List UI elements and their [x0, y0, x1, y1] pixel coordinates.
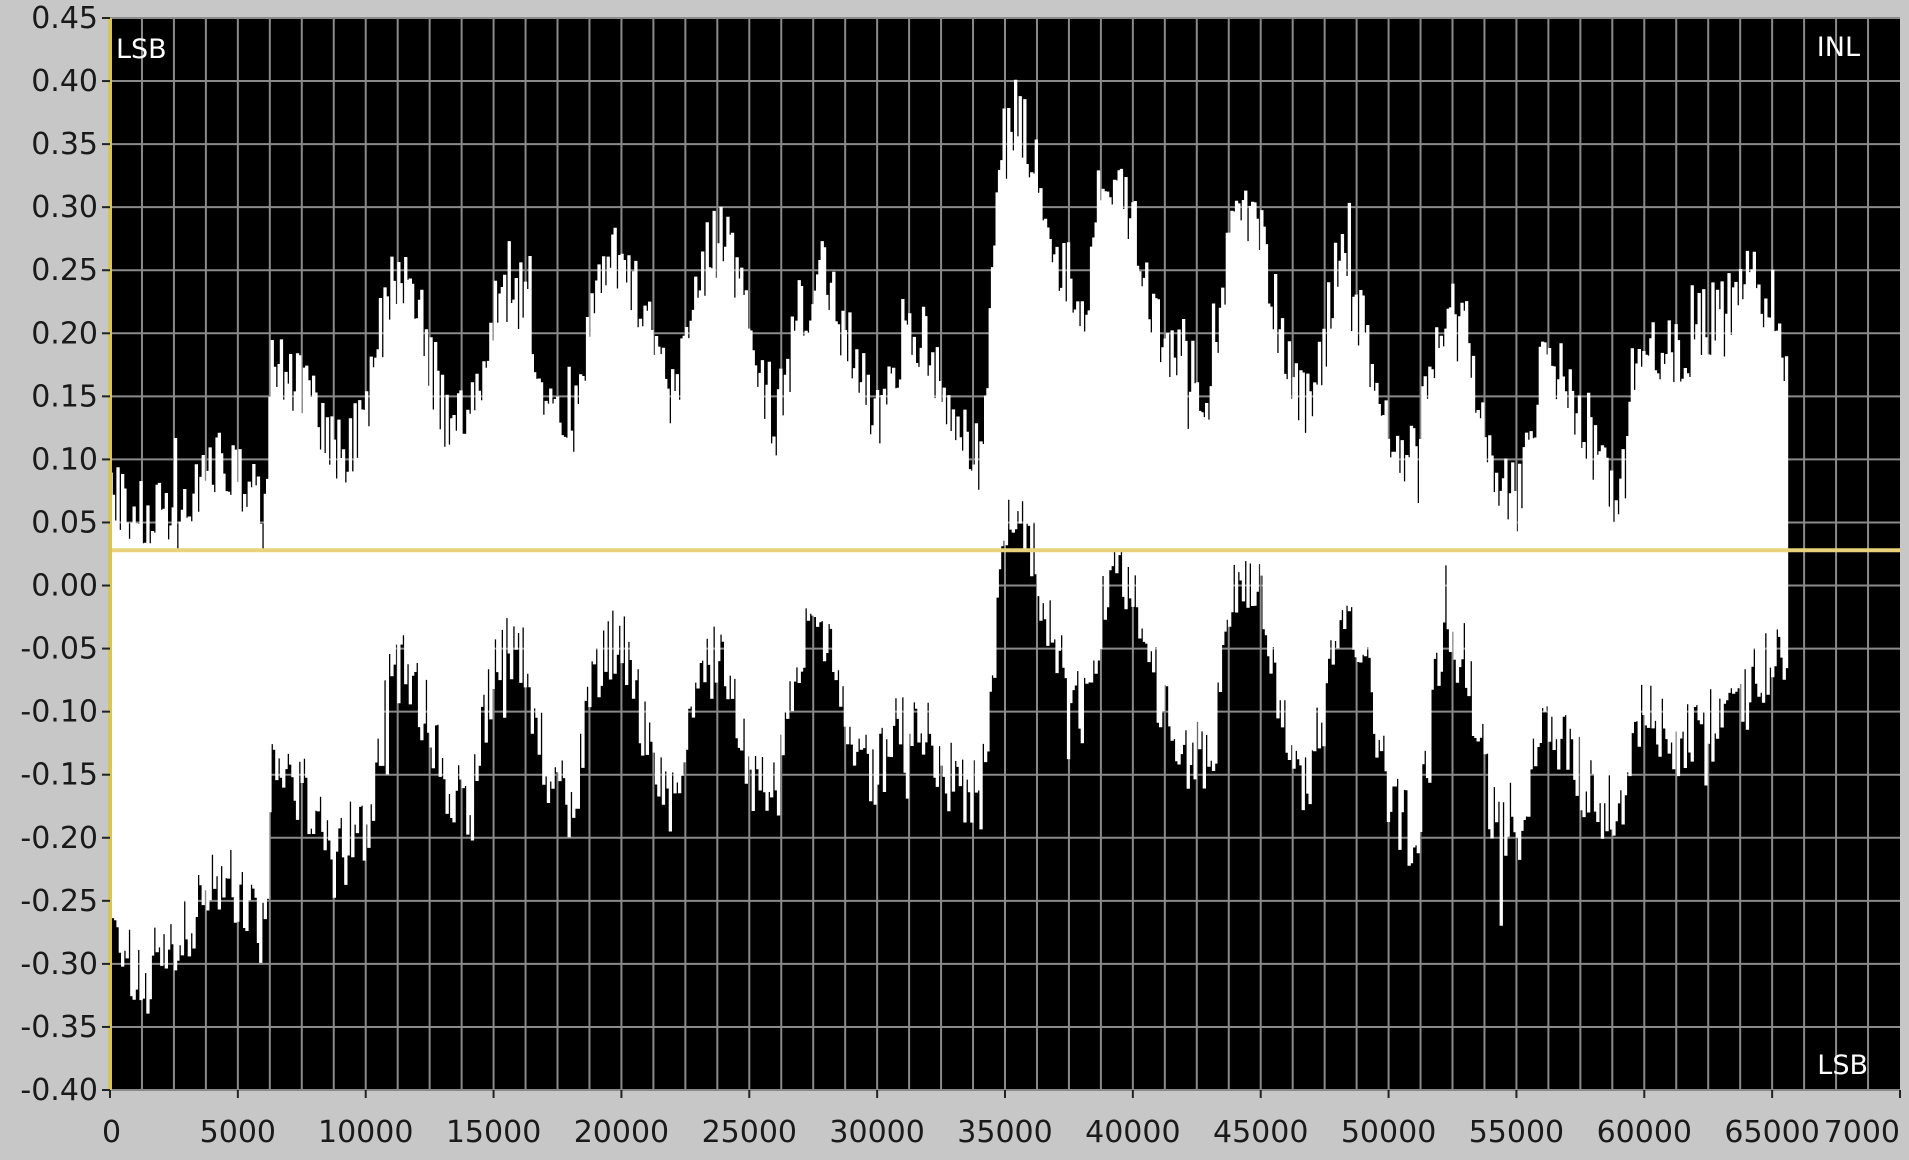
x-tick-label: 25000 [702, 1115, 797, 1150]
x-tick-label: 5000 [200, 1115, 276, 1150]
x-tick-label: 35000 [957, 1115, 1052, 1150]
y-tick-label: -0.20 [20, 821, 98, 856]
y-tick-label: 0.25 [31, 253, 98, 288]
corner-label-top-left: LSB [116, 34, 167, 65]
y-tick-label: -0.25 [20, 884, 98, 919]
x-tick-label: 0 [102, 1115, 121, 1150]
series-inl-band [109, 79, 1789, 1014]
y-tick-label: 0.10 [31, 442, 98, 477]
x-tick-label: 20000 [574, 1115, 669, 1150]
y-tick-label: 0.15 [31, 379, 98, 414]
y-tick-label: 0.40 [31, 64, 98, 99]
x-tick-label: 45000 [1213, 1115, 1308, 1150]
axes: 0.45 0.40 0.35 0.30 0.25 0.20 0.15 0.10 0.05 0.00… [20, 1, 1901, 1150]
corner-label-top-right: INL [1817, 32, 1860, 63]
y-tick-label: -0.40 [20, 1073, 98, 1108]
y-tick-label: 0.45 [31, 1, 98, 36]
y-tick-label: -0.35 [20, 1010, 98, 1045]
x-tick-label: 15000 [446, 1115, 541, 1150]
y-tick-label: -0.05 [20, 632, 98, 667]
x-tick-label: 50000 [1341, 1115, 1436, 1150]
x-tick-label: 65000 [1724, 1115, 1819, 1150]
y-tick-label: 0.00 [31, 569, 98, 604]
y-tick-label: -0.30 [20, 947, 98, 982]
y-tick-label: 0.05 [31, 505, 98, 540]
x-tick-label: 30000 [829, 1115, 924, 1150]
x-tick-label: 55000 [1469, 1115, 1564, 1150]
corner-label-bottom-right: LSB [1817, 1050, 1868, 1081]
y-tick-label: 0.35 [31, 127, 98, 162]
x-tick-label: 10000 [318, 1115, 413, 1150]
y-tick-label: -0.10 [20, 695, 98, 730]
y-tick-label: 0.20 [31, 316, 98, 351]
y-tick-label: 0.30 [31, 190, 98, 225]
y-tick-label: -0.15 [20, 758, 98, 793]
series-layer [109, 79, 1789, 1014]
x-tick-label: 60000 [1597, 1115, 1692, 1150]
x-tick-label: 40000 [1085, 1115, 1180, 1150]
x-tick-label: 7000 [1824, 1115, 1900, 1150]
